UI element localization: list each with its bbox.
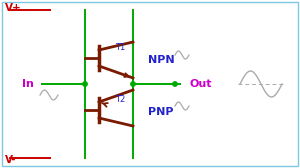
Text: V+: V+ — [5, 3, 22, 13]
Circle shape — [83, 82, 87, 86]
Text: T1: T1 — [115, 44, 125, 52]
Text: NPN: NPN — [148, 55, 175, 65]
Text: T2: T2 — [115, 95, 125, 104]
Text: Out: Out — [190, 79, 212, 89]
FancyBboxPatch shape — [2, 2, 298, 166]
Text: In: In — [22, 79, 34, 89]
Circle shape — [131, 82, 135, 86]
Text: PNP: PNP — [148, 107, 173, 117]
Text: V-: V- — [5, 155, 16, 165]
Circle shape — [173, 82, 177, 86]
